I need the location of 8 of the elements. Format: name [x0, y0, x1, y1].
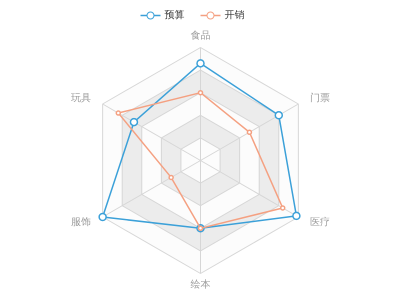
spoke-label: 门票: [310, 92, 330, 104]
spoke-label: 玩具: [70, 92, 91, 104]
spoke-label: 医疗: [310, 216, 330, 228]
legend-label: 预算: [164, 9, 184, 21]
legend-label: 开销: [224, 10, 244, 21]
spoke-label: 绘本: [190, 278, 210, 290]
spoke-label: 食品: [190, 30, 210, 42]
spoke-label: 服饰: [70, 216, 91, 228]
